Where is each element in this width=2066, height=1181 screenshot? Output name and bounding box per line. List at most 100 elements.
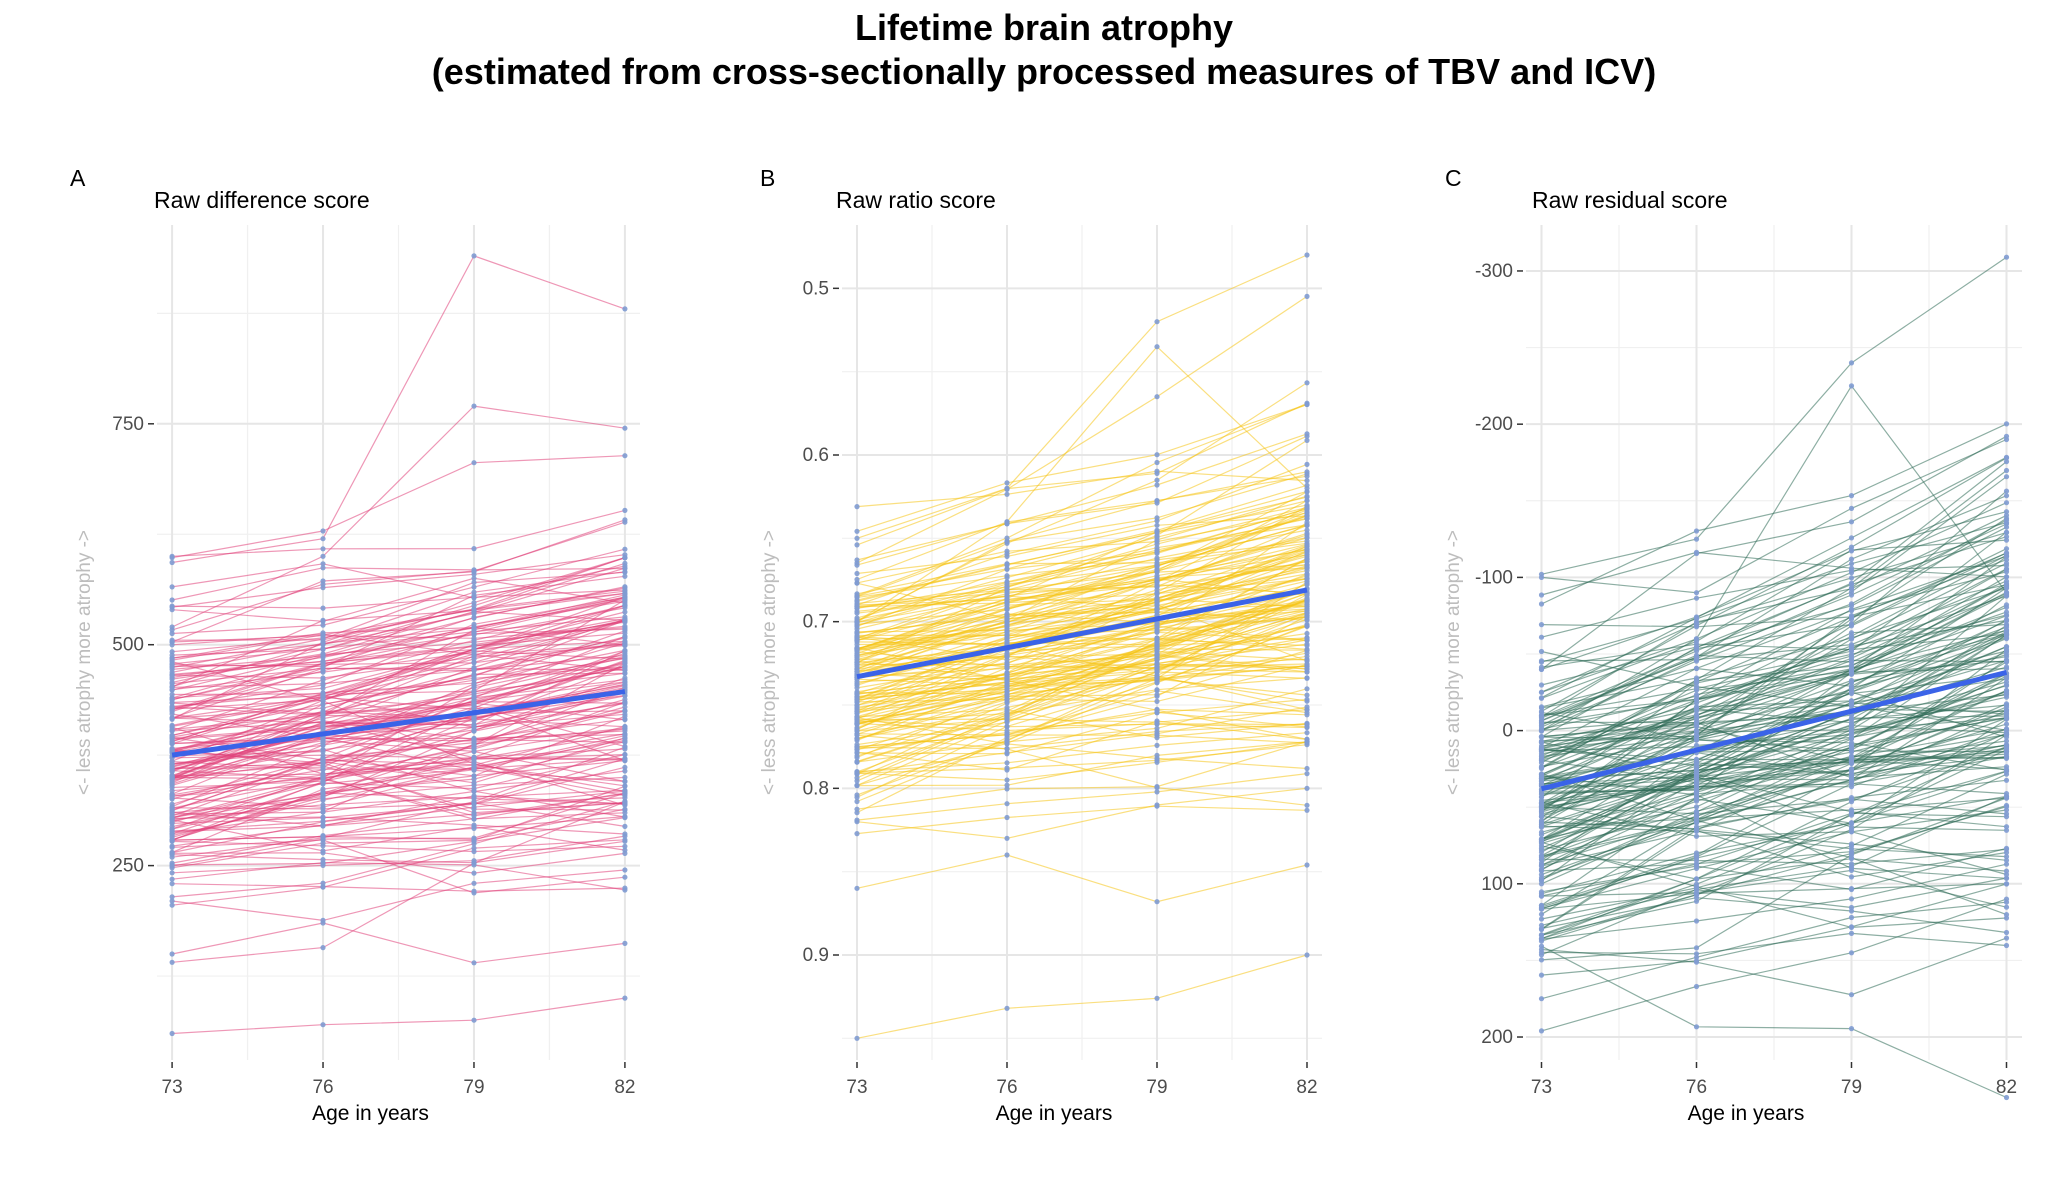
data-point xyxy=(320,691,326,697)
subject-line xyxy=(856,688,1308,763)
subject-line xyxy=(172,637,626,688)
data-point xyxy=(1004,719,1010,725)
subject-line xyxy=(172,840,625,864)
data-point xyxy=(1154,569,1160,575)
subject-line xyxy=(172,554,625,608)
subject-line xyxy=(1541,615,2007,757)
data-point xyxy=(622,306,628,312)
data-point xyxy=(1154,725,1160,732)
data-point xyxy=(1848,685,1855,691)
data-point xyxy=(1538,601,1545,607)
y-axis: -300 -200 -100 0 100 200 <- less atrophy more … xyxy=(1443,261,1523,1048)
data-point xyxy=(622,507,628,513)
x-tick-label: 73 xyxy=(162,1077,183,1098)
data-point xyxy=(854,580,860,586)
data-point xyxy=(1004,521,1010,527)
data-point xyxy=(1848,820,1855,827)
data-point xyxy=(1693,945,1700,951)
data-point xyxy=(1304,635,1310,641)
subject-line xyxy=(856,295,1308,564)
data-point xyxy=(2003,512,2010,519)
data-point xyxy=(1004,746,1010,752)
data-point xyxy=(1693,636,1700,642)
subject-line xyxy=(171,739,626,837)
data-point xyxy=(1693,774,1700,780)
data-point xyxy=(169,777,175,783)
data-point xyxy=(320,781,326,787)
subject-line xyxy=(172,620,626,710)
subject-line xyxy=(856,495,1308,677)
data-point xyxy=(854,594,860,601)
subject-line xyxy=(171,758,626,854)
data-point xyxy=(1693,886,1700,893)
data-point xyxy=(320,640,326,647)
subject-line xyxy=(172,589,625,609)
data-point xyxy=(2003,454,2010,460)
y-axis: 250 500 750 <- less atrophy more atrophy -> xyxy=(74,414,154,877)
data-point xyxy=(471,788,477,794)
data-point xyxy=(1538,906,1545,912)
data-point xyxy=(1693,549,1700,556)
subject-line xyxy=(1541,435,2007,670)
subject-line xyxy=(171,611,626,711)
data-point xyxy=(1538,952,1545,958)
data-point xyxy=(854,775,860,781)
x-tick-label: 79 xyxy=(1146,1077,1167,1098)
data-point xyxy=(1848,856,1855,862)
subject-line xyxy=(856,954,1308,1039)
data-point xyxy=(1693,590,1700,596)
data-point xyxy=(169,733,175,739)
data-point xyxy=(320,712,326,718)
data-point xyxy=(1538,634,1545,640)
data-point xyxy=(1154,759,1160,765)
data-point xyxy=(1004,712,1010,718)
data-point xyxy=(854,542,860,548)
data-point xyxy=(2003,861,2010,867)
data-point xyxy=(320,723,326,730)
subject-line xyxy=(856,570,1308,634)
subject-points xyxy=(854,252,1310,1041)
panel-c: 73 76 79 82 Age in years -300 -200 -100 0 100 200 <… xyxy=(1443,165,2022,1125)
data-point xyxy=(320,860,326,866)
subject-line xyxy=(1541,775,2007,879)
data-point xyxy=(320,646,326,652)
data-point xyxy=(622,519,628,525)
data-point xyxy=(622,756,628,762)
data-point xyxy=(1304,862,1310,868)
data-point xyxy=(1693,696,1700,702)
data-point xyxy=(471,737,477,743)
data-point xyxy=(1004,583,1010,589)
subject-line xyxy=(172,997,625,1035)
data-point xyxy=(471,702,477,708)
subject-line xyxy=(1541,802,2007,876)
y-tick-label: -100 xyxy=(1475,567,1513,588)
data-point xyxy=(1848,519,1855,525)
data-point xyxy=(2003,707,2010,713)
data-point xyxy=(1848,614,1855,620)
data-point xyxy=(320,561,326,567)
data-point xyxy=(1004,587,1010,593)
subject-line xyxy=(1541,656,2007,758)
subject-line xyxy=(1541,438,2007,594)
data-point xyxy=(1848,908,1855,914)
data-point xyxy=(622,764,628,770)
data-point xyxy=(1304,482,1310,488)
data-point xyxy=(1304,548,1310,554)
data-point xyxy=(1693,732,1700,739)
data-point xyxy=(1304,562,1310,568)
data-point xyxy=(471,579,477,586)
data-point xyxy=(1538,802,1545,808)
data-point xyxy=(320,796,326,802)
data-point xyxy=(1693,715,1700,721)
subject-line xyxy=(172,715,626,819)
data-point xyxy=(1004,677,1010,684)
data-point xyxy=(1538,938,1545,944)
data-point xyxy=(1304,493,1310,499)
subject-line xyxy=(856,663,1308,725)
data-point xyxy=(1693,784,1700,790)
data-point xyxy=(622,560,628,567)
data-point xyxy=(2003,711,2010,717)
subject-line xyxy=(1541,536,2007,738)
subject-line xyxy=(856,655,1308,673)
data-point xyxy=(1004,760,1010,766)
